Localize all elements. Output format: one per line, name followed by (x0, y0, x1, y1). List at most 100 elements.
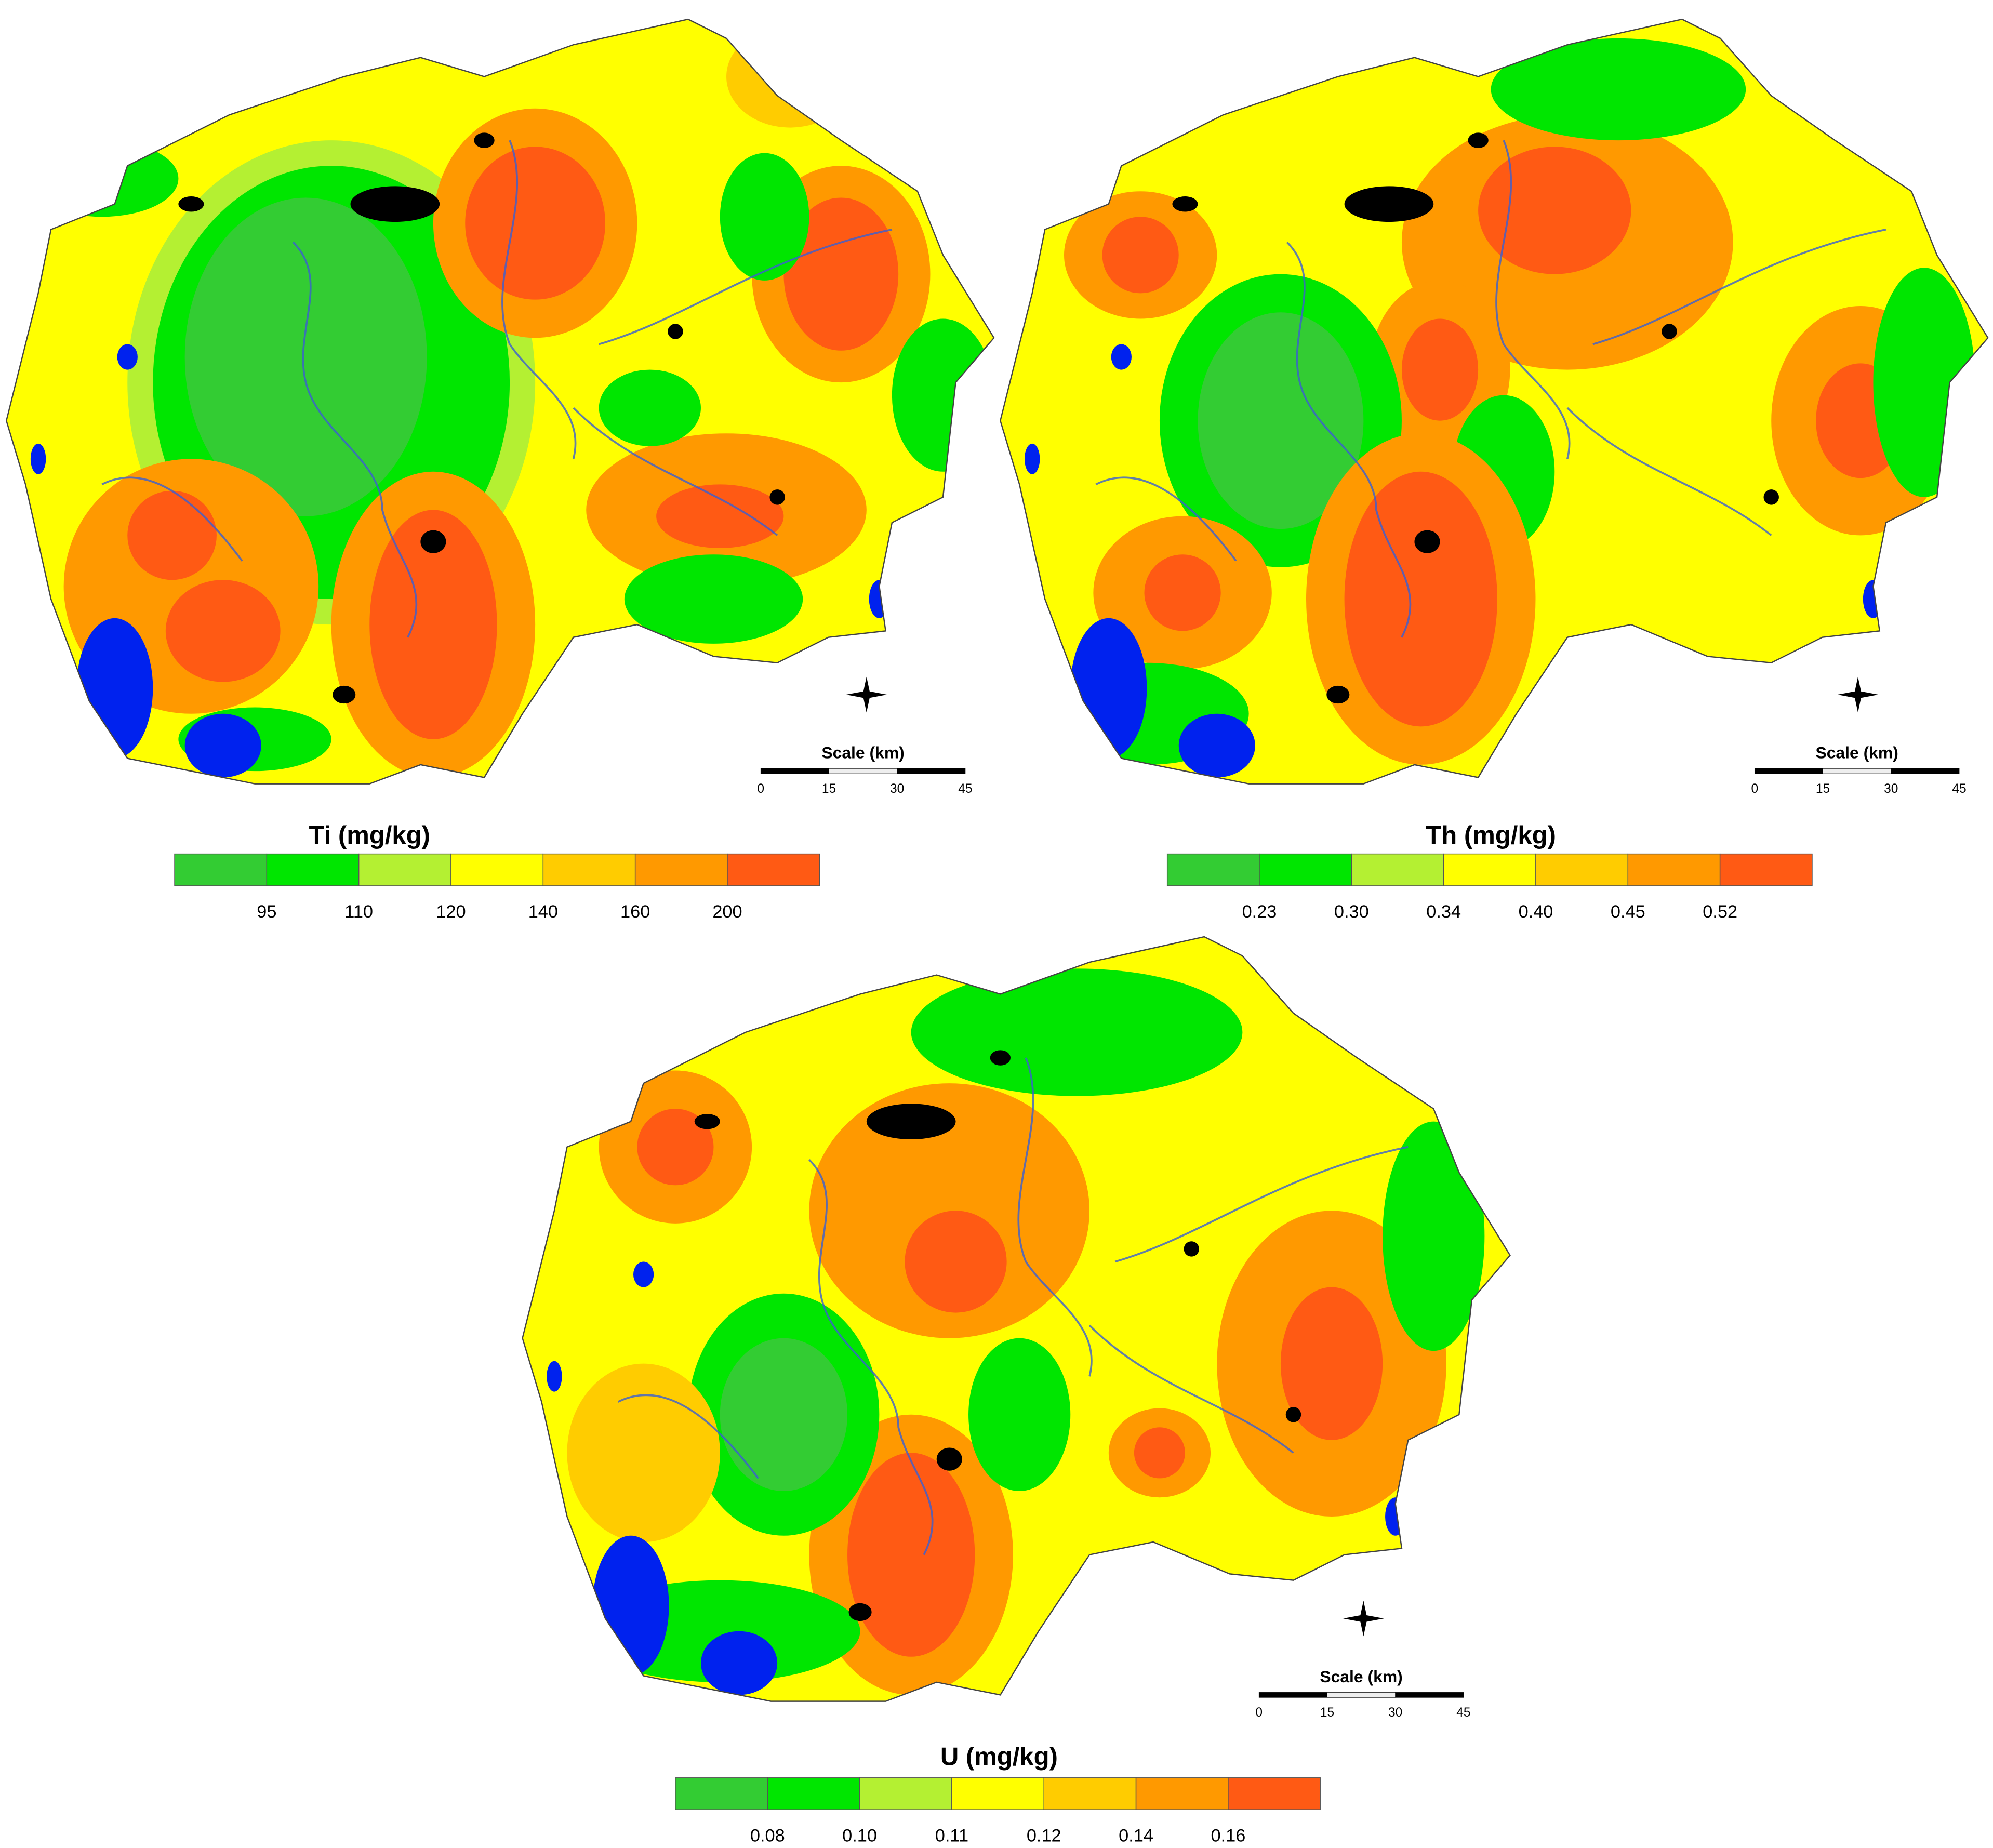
legend-title: Th (mg/kg) (1426, 821, 1556, 849)
legend-swatch (1627, 853, 1721, 886)
legend-swatch (1043, 1777, 1137, 1810)
legend-label: 0.40 (1519, 902, 1553, 922)
legend-label: 140 (528, 902, 558, 922)
river (501, 140, 577, 459)
scale-segment (1395, 1692, 1464, 1698)
concentration-zone (656, 484, 784, 548)
lake (633, 1261, 654, 1287)
scale-segment (1327, 1692, 1396, 1698)
scale-label: 45 (958, 782, 972, 796)
river (1592, 228, 1886, 345)
city (1662, 324, 1677, 339)
concentration-zone (1344, 471, 1497, 727)
map (522, 936, 1511, 1702)
legend-label: 200 (712, 902, 742, 922)
city (333, 685, 356, 704)
legend-title: U (mg/kg) (940, 1743, 1058, 1771)
concentration-zone (1198, 312, 1364, 529)
legend-label: 0.12 (1027, 1826, 1061, 1845)
legend-label: 0.30 (1334, 902, 1369, 922)
concentration-zone (809, 1083, 1090, 1338)
scale-label: 0 (757, 782, 764, 796)
map-fill (1000, 19, 1988, 784)
legend-swatch (1228, 1777, 1321, 1810)
concentration-zone (783, 197, 899, 351)
lake (184, 713, 261, 778)
scale-segment (760, 768, 829, 774)
concentration-zone (905, 1211, 1007, 1313)
concentration-zone (165, 580, 281, 682)
concentration-zone (1491, 38, 1746, 141)
concentration-zone (720, 153, 809, 281)
lake (547, 1361, 562, 1392)
concentration-zone (1144, 554, 1221, 631)
scale-title: Scale (km) (1320, 1667, 1402, 1686)
map (6, 18, 995, 785)
scale-label: 0 (1255, 1706, 1263, 1720)
legend-swatch (358, 853, 451, 886)
scale-segment (1258, 1692, 1327, 1698)
city (178, 196, 204, 212)
legend-swatch (675, 1777, 768, 1810)
city (350, 186, 440, 222)
scale-label: 30 (1884, 782, 1898, 796)
city (848, 1603, 872, 1621)
lake (1024, 443, 1040, 474)
map-fill (6, 19, 994, 784)
lake (30, 443, 46, 474)
legend-swatch (767, 1777, 860, 1810)
city (474, 132, 495, 148)
city (694, 1113, 720, 1129)
river (599, 228, 893, 345)
legend-swatch (174, 853, 268, 886)
city (769, 489, 785, 505)
concentration-zone (637, 1109, 714, 1186)
legend-label: 0.11 (935, 1826, 968, 1845)
legend-label: 160 (620, 902, 650, 922)
concentration-zone (1102, 217, 1179, 294)
legend-swatch (951, 1777, 1044, 1810)
river (292, 242, 418, 638)
concentration-zone (567, 1363, 720, 1543)
legend-label: 0.16 (1211, 1826, 1245, 1845)
city (866, 1104, 956, 1140)
legend-swatch (1351, 853, 1444, 886)
river (1566, 407, 1772, 536)
lake (592, 1535, 669, 1676)
city (1468, 132, 1489, 148)
concentration-zone (624, 554, 803, 644)
lake (1070, 618, 1147, 759)
legend-label: 95 (257, 902, 276, 922)
lake (1111, 344, 1132, 370)
concentration-zone (599, 369, 701, 446)
legend-swatch (1135, 1777, 1229, 1810)
lake (117, 344, 138, 370)
concentration-zone (1478, 147, 1631, 274)
lake (700, 1631, 778, 1695)
compass (1343, 1600, 1384, 1637)
concentration-zone (726, 25, 854, 128)
scale-label: 30 (1388, 1706, 1402, 1720)
legend-swatch (634, 853, 728, 886)
river (1088, 1324, 1294, 1454)
scale-label: 45 (1456, 1706, 1470, 1720)
concentration-zone (369, 510, 497, 739)
scale-label: 15 (1816, 782, 1830, 796)
legend-swatch (727, 853, 820, 886)
concentration-zone (847, 1453, 975, 1657)
legend-swatch (542, 853, 636, 886)
river (617, 1394, 759, 1479)
river (1495, 140, 1571, 459)
river (1095, 476, 1237, 562)
legend-title: Ti (mg/kg) (309, 821, 430, 849)
river (1017, 1057, 1093, 1377)
legend-label: 0.08 (750, 1826, 785, 1845)
scale-segment (1823, 768, 1892, 774)
concentration-zone (720, 1338, 848, 1491)
city (1172, 196, 1198, 212)
legend-swatch (1719, 853, 1813, 886)
city (1414, 530, 1440, 553)
scale-segment (897, 768, 966, 774)
legend-label: 0.52 (1703, 902, 1737, 922)
